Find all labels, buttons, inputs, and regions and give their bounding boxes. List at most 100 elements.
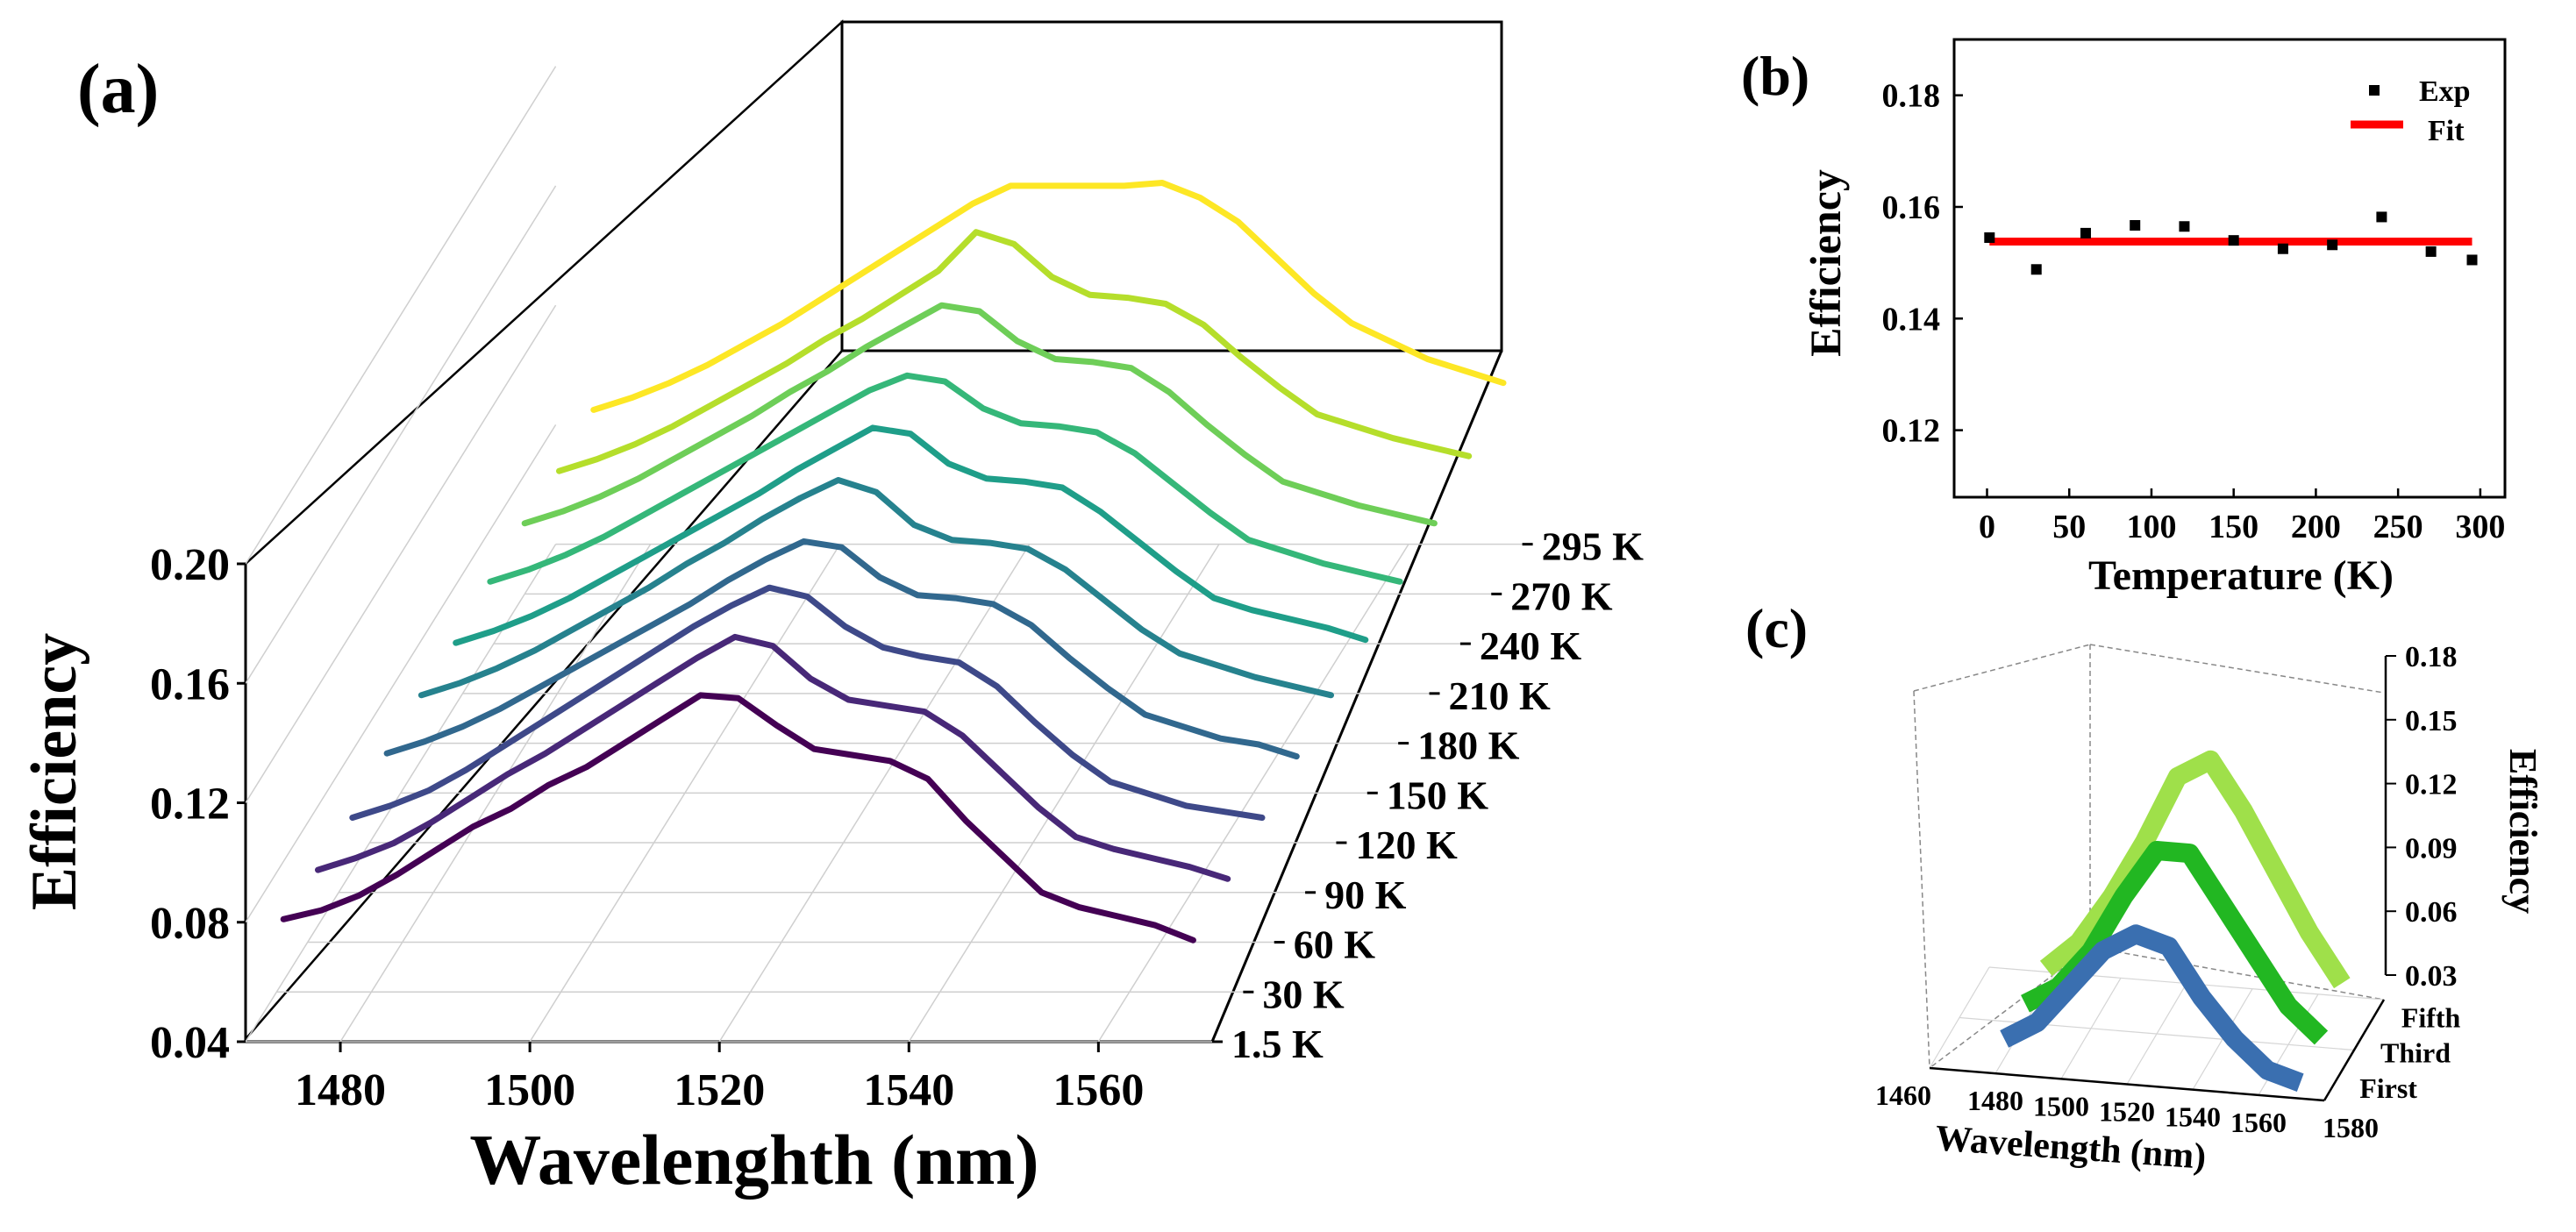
c-x-tick-label: 1460 [1875, 1079, 1931, 1111]
a-depth-label: 295 K [1542, 524, 1645, 569]
a-depth-label: 120 K [1355, 823, 1458, 867]
a-curve-240K [521, 302, 1438, 527]
panel-b-scatter: 0 50 100 150 200 250 300 0.12 0.14 0.16 0.18 Exp F… [1801, 38, 2507, 599]
a-x-ticks: 1480 1500 1520 1540 1560 [295, 1042, 1144, 1115]
a-curve-15K [280, 692, 1196, 944]
a-y-tick-label: 0.08 [150, 899, 230, 949]
a-depth-label: 150 K [1387, 773, 1489, 817]
a-depth-label: 270 K [1510, 573, 1613, 618]
c-depth-label: Fifth [2401, 1001, 2461, 1033]
a-depth-label: 60 K [1294, 922, 1376, 967]
a-y-tick-label: 0.16 [150, 659, 230, 709]
b-y-tick-label: 0.12 [1882, 413, 1941, 450]
c-box [1913, 644, 2385, 1069]
c-x-tick-label: 1500 [2033, 1090, 2089, 1122]
b-legend-exp-marker [2369, 85, 2380, 96]
a-grid-line [245, 424, 557, 923]
a-x-tick-label: 1520 [674, 1065, 765, 1115]
c-ylabel: Efficiency [2501, 749, 2544, 914]
a-curves [280, 180, 1507, 944]
a-curve-30K [315, 633, 1231, 882]
a-x-tick-label: 1540 [863, 1065, 954, 1115]
a-floor-right-edge [1210, 350, 1503, 1043]
b-x-tick-label: 200 [2291, 509, 2341, 545]
b-ticks: 0 50 100 150 200 250 300 0.12 0.14 0.16 0.18 [1882, 78, 2506, 545]
c-curve-first [2000, 924, 2304, 1092]
b-exp-point [2277, 243, 2288, 254]
c-x-tick-label: 1480 [1967, 1085, 2023, 1116]
c-z-tick-label: 0.03 [2405, 960, 2458, 993]
b-exp-point [1984, 231, 1995, 243]
a-y-tick-label: 0.12 [150, 780, 230, 830]
panel-label-a: (a) [77, 51, 159, 128]
a-curve-180K [487, 372, 1403, 585]
panel-label-c: (c) [1745, 597, 1808, 659]
b-x-tick-label: 250 [2373, 509, 2423, 545]
b-exp-point [2228, 235, 2239, 246]
c-x-tick-label: 1520 [2099, 1096, 2155, 1128]
b-xlabel: Temperature (K) [2088, 552, 2394, 599]
b-y-tick-label: 0.14 [1882, 301, 1941, 338]
a-x-tick-label: 1500 [484, 1065, 575, 1115]
a-curve-90K [383, 538, 1300, 760]
a-grid-line [245, 185, 557, 684]
a-ylabel: Efficiency [18, 633, 90, 910]
panel-c-3d: 1460 1480 1500 1520 1540 1560 1580 0.18 0.15 0.12… [1875, 641, 2544, 1178]
c-x-tick-label: 1560 [2230, 1107, 2287, 1138]
b-exp-point [2080, 227, 2091, 239]
b-x-tick-label: 0 [1979, 509, 1995, 545]
c-right-floor-edge [2323, 999, 2386, 1101]
b-legend-fit-label: Fit [2428, 115, 2465, 147]
c-curve-fifth [2039, 750, 2351, 989]
a-depth-labels: 1.5 K 30 K 60 K 90 K 120 K 150 K 180 K 210 K 240… [1212, 524, 1644, 1066]
a-x-tick-label: 1480 [295, 1065, 386, 1115]
a-y-ticks: 0.04 0.08 0.12 0.16 0.20 [150, 540, 246, 1068]
b-exp-point [2130, 219, 2141, 231]
c-z-tick-label: 0.15 [2405, 705, 2458, 737]
a-x-tick-label: 1560 [1053, 1065, 1144, 1115]
a-curve-120K [417, 477, 1334, 699]
c-ticks: 1460 1480 1500 1520 1540 1560 1580 0.18 0.15 0.12… [1875, 641, 2461, 1143]
a-curve-60K [349, 584, 1266, 821]
c-depth-label: Third [2380, 1037, 2451, 1069]
a-curve-270K [556, 229, 1473, 474]
b-ylabel: Efficiency [1801, 169, 1850, 357]
c-curves [2000, 750, 2351, 1092]
a-depth-label: 180 K [1417, 723, 1520, 768]
a-grid-line [245, 304, 557, 803]
c-front-floor-edge [1929, 1066, 2325, 1102]
c-z-tick-label: 0.06 [2405, 896, 2458, 929]
b-legend-exp-label: Exp [2419, 75, 2471, 108]
a-curve-295K [590, 180, 1507, 413]
b-x-tick-label: 50 [2052, 509, 2086, 545]
b-x-tick-label: 150 [2209, 509, 2258, 545]
b-exp-point [2179, 221, 2190, 232]
b-exp-point [2030, 264, 2042, 275]
c-z-tick-label: 0.09 [2405, 832, 2458, 865]
a-left-wall [244, 19, 844, 1043]
panel-a-3d-waterfall: 0.04 0.08 0.12 0.16 0.20 1480 1500 1520 1540 156… [18, 19, 1644, 1200]
b-exp-point [2466, 254, 2478, 266]
b-plot-frame [1952, 38, 2507, 499]
b-exp-point [2376, 211, 2387, 223]
a-grid-line [245, 66, 557, 565]
a-depth-label: 90 K [1324, 872, 1407, 917]
a-depth-label: 1.5 K [1231, 1022, 1324, 1066]
b-exp-point [2425, 246, 2437, 257]
panel-label-b: (b) [1741, 45, 1809, 107]
b-x-tick-label: 100 [2126, 509, 2176, 545]
a-curve-150K [453, 424, 1369, 646]
c-z-tick-label: 0.12 [2405, 769, 2458, 801]
c-x-tick-label: 1580 [2323, 1112, 2379, 1143]
a-depth-label: 30 K [1262, 972, 1345, 1016]
a-depth-label: 240 K [1480, 623, 1582, 668]
a-xlabel: Wavelenghth (nm) [469, 1120, 1038, 1200]
b-y-tick-label: 0.18 [1882, 78, 1941, 115]
a-y-tick-label: 0.04 [150, 1018, 230, 1068]
a-depth-label: 210 K [1449, 673, 1552, 718]
a-y-tick-label: 0.20 [150, 540, 230, 590]
b-marks [1984, 211, 2478, 275]
c-x-tick-label: 1540 [2165, 1101, 2221, 1133]
b-exp-point [2327, 239, 2338, 251]
